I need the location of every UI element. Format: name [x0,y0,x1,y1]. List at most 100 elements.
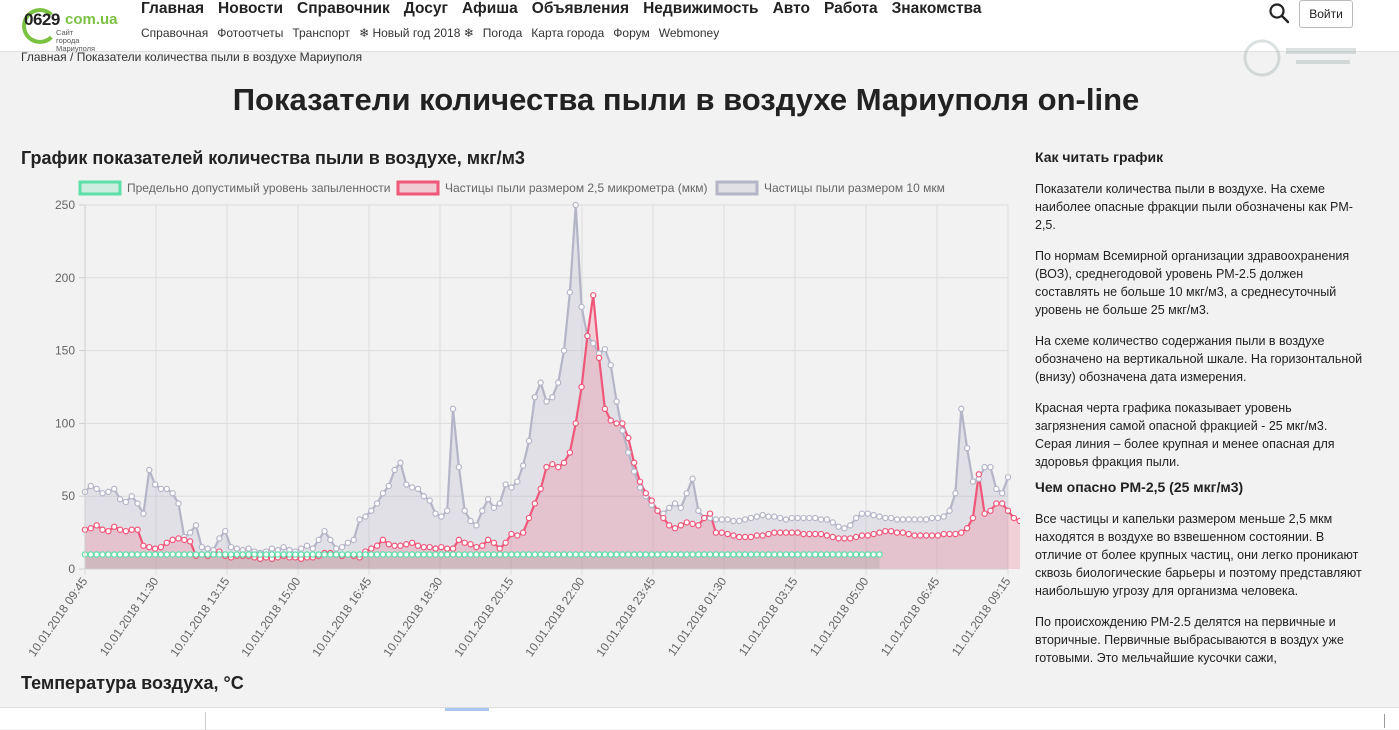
data-point-limit [140,551,147,558]
x-tick-label: 10.01.2018 20:15 [451,574,516,659]
breadcrumb-home-link[interactable]: Главная [21,50,67,64]
data-point-pm25 [111,523,118,530]
data-point-pm25 [368,545,375,552]
data-point-pm10 [473,522,480,529]
data-point-limit [759,551,766,558]
data-point-limit [864,551,871,558]
data-point-pm10 [730,517,737,525]
subnav-item-forum[interactable]: Форум [613,26,650,40]
data-point-limit [677,551,685,558]
data-point-pm10 [683,490,690,497]
data-point-limit [297,551,305,558]
nav-item-realty[interactable]: Недвижимость [643,0,759,17]
data-point-pm25 [128,526,135,533]
data-point-limit [479,551,486,558]
data-point-pm10 [817,516,825,523]
series-area-pm25 [85,295,1020,569]
data-point-pm10 [356,516,363,523]
data-point-pm10 [852,514,860,522]
data-point-limit [508,551,515,558]
data-point-pm10 [788,514,796,522]
site-logo[interactable]: 0629 com.ua Сайт города Мариуполя [20,4,120,53]
data-point-limit [245,551,252,558]
nav-item-leisure[interactable]: Досуг [403,0,448,17]
data-point-limit [292,551,299,558]
data-point-pm25 [479,542,486,549]
data-point-limit [432,551,439,558]
data-point-limit [327,551,334,558]
nav-item-poster[interactable]: Афиша [461,0,518,17]
data-point-pm25 [671,525,679,532]
data-point-limit [771,551,778,558]
data-point-limit [572,551,579,558]
nav-item-directory[interactable]: Справочник [297,0,390,17]
data-point-pm10 [514,478,521,485]
data-point-pm10 [893,516,901,523]
data-point-limit [531,551,539,558]
data-point-pm10 [140,510,147,517]
data-point-pm10 [876,513,883,520]
data-point-pm25 [852,533,860,541]
nav-item-news[interactable]: Новости [218,0,284,17]
data-point-limit [765,551,772,558]
x-tick-label: 10.01.2018 11:30 [97,574,162,658]
data-point-limit [461,551,468,558]
nav-item-dating[interactable]: Знакомства [891,0,982,17]
subnav-item-weather[interactable]: Погода [482,26,523,40]
data-point-pm25 [730,532,737,539]
data-point-limit [595,551,603,558]
data-point-limit [525,551,533,558]
data-point-pm10 [747,514,755,522]
chart-explanation-sidebar: Как читать график Показатели количества … [1035,148,1365,680]
data-point-pm25 [484,536,492,544]
data-point-pm25 [701,514,708,522]
data-point-limit [122,551,130,558]
data-point-pm10 [368,507,375,514]
data-point-pm10 [116,495,124,503]
data-point-limit [601,551,609,558]
nav-item-ads[interactable]: Объявления [531,0,630,17]
data-point-limit [315,551,322,558]
scrollbar-corner[interactable] [1384,714,1394,728]
data-point-limit [741,551,749,558]
data-point-limit [835,551,842,558]
subnav-item-reference[interactable]: Справочная [141,26,209,40]
x-tick-label: 11.01.2018 05:00 [807,574,872,658]
data-point-pm10 [829,519,836,526]
data-point-pm10 [823,516,831,523]
search-icon[interactable] [1268,2,1290,24]
x-tick-label: 11.01.2018 03:15 [736,574,801,658]
data-point-pm25 [578,383,585,391]
nav-item-auto[interactable]: Авто [772,0,810,17]
data-point-pm25 [105,527,112,535]
data-point-limit [566,551,574,558]
subnav-item-webmoney[interactable]: Webmoney [658,26,720,40]
subnav-item-photos[interactable]: Фотоотчеты [217,26,284,40]
login-button[interactable]: Войти [1299,0,1353,28]
data-point-limit [870,551,877,558]
data-point-pm25 [601,405,609,413]
aside-heading-how-to-read: Как читать график [1035,149,1164,165]
data-point-pm10 [590,340,597,347]
logo-ring [22,8,58,44]
legend-swatch-pm25 [396,180,440,196]
data-point-limit [665,551,673,558]
data-point-pm25 [759,532,766,539]
data-point-pm10 [163,485,170,493]
y-tick-label: 150 [55,344,75,358]
data-point-limit [397,551,404,558]
data-point-pm25 [1010,514,1018,522]
data-point-pm25 [648,497,655,504]
subnav-item-new-year[interactable]: ❄ Новый год 2018 ❄ [359,26,474,40]
nav-item-jobs[interactable]: Работа [823,0,878,17]
data-point-pm25 [514,532,521,539]
aside-paragraph: По происхождению PM-2.5 делятся на перви… [1035,615,1344,665]
data-point-pm10 [753,513,761,520]
data-point-pm10 [946,507,953,514]
data-point-pm25 [660,514,667,522]
subnav-item-city-map[interactable]: Карта города [531,26,605,40]
subnav-item-transport[interactable]: Транспорт [292,26,351,40]
data-point-limit [823,551,831,558]
nav-item-home[interactable]: Главная [141,0,205,17]
data-point-pm25 [794,529,801,536]
